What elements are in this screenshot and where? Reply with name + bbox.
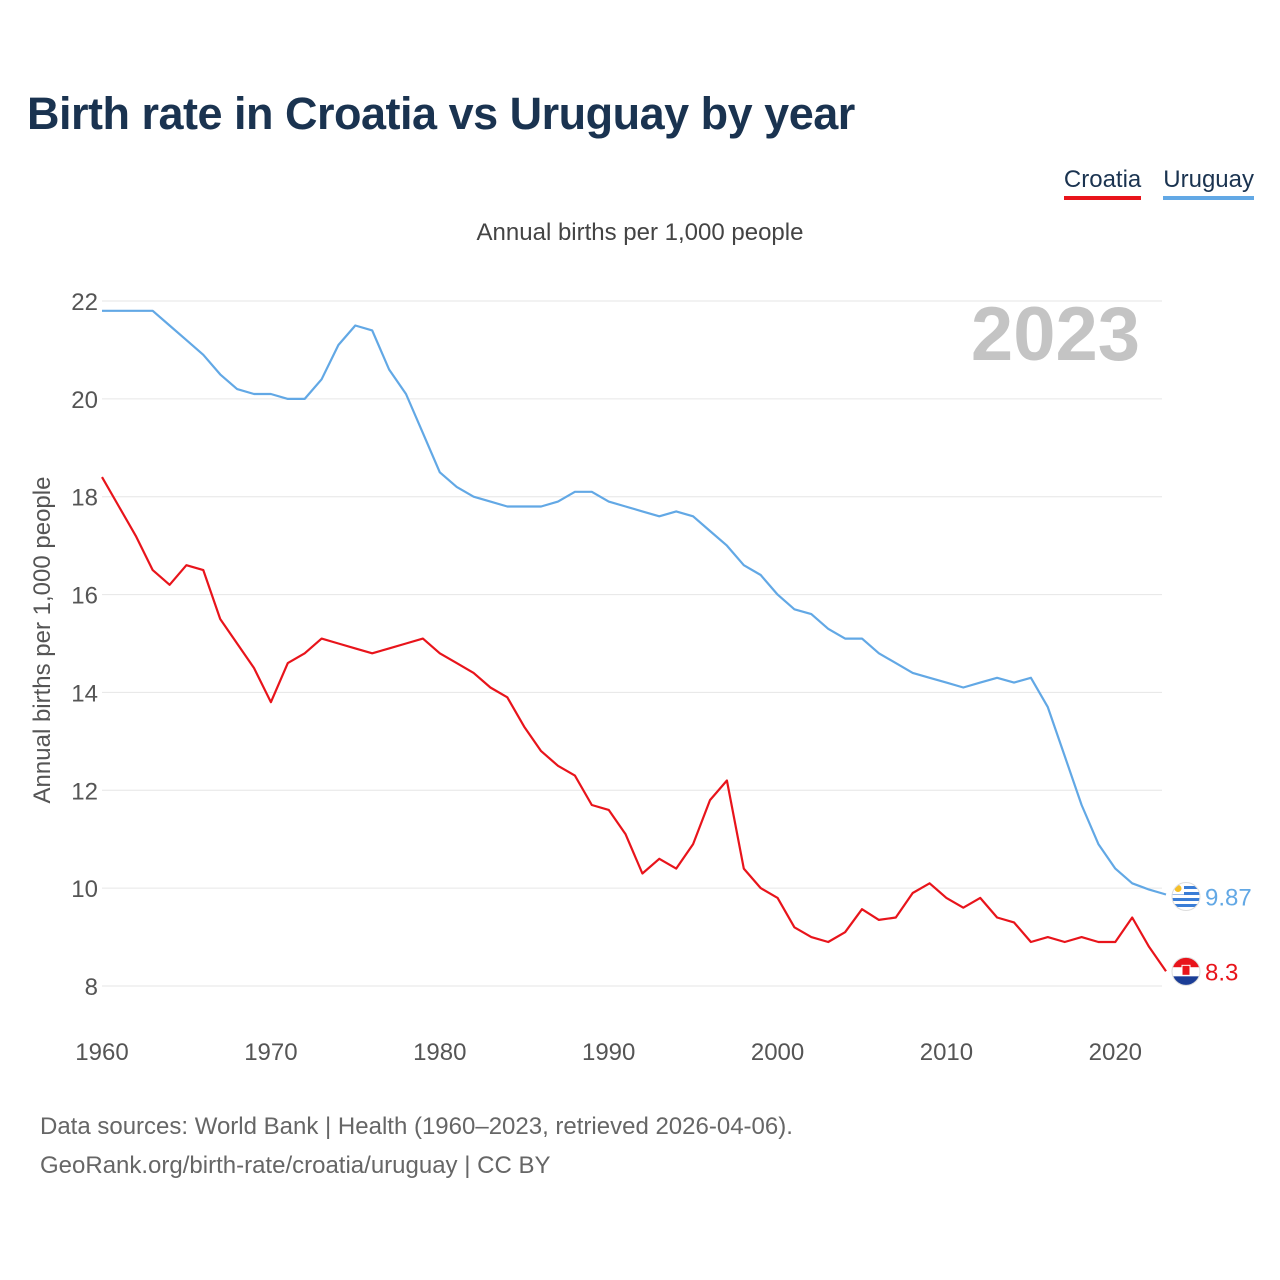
legend-label-uruguay: Uruguay [1163, 166, 1254, 193]
legend-item-uruguay[interactable]: Uruguay [1163, 166, 1254, 200]
end-label-croatia: 8.3 [1205, 959, 1238, 986]
y-tick-label: 18 [71, 485, 98, 512]
flag-icon-uruguay [1171, 882, 1201, 912]
legend-item-croatia[interactable]: Croatia [1063, 166, 1142, 200]
source-note: Data sources: World Bank | Health (1960–… [40, 1107, 793, 1185]
y-tick-label: 16 [71, 583, 98, 610]
source-line-2: GeoRank.org/birth-rate/croatia/uruguay |… [40, 1152, 551, 1179]
chart-subtitle: Annual births per 1,000 people [477, 219, 804, 246]
legend: Croatia Uruguay [1063, 166, 1254, 200]
source-line-1: Data sources: World Bank | Health (1960–… [40, 1113, 793, 1140]
y-tick-label: 14 [71, 680, 98, 707]
x-tick-label: 1960 [75, 1039, 128, 1066]
legend-swatch-uruguay [1163, 196, 1254, 200]
x-tick-label: 2020 [1089, 1039, 1142, 1066]
x-tick-label: 2000 [751, 1039, 804, 1066]
y-tick-label: 10 [71, 876, 98, 903]
legend-swatch-croatia [1063, 196, 1142, 200]
series-line-croatia[interactable] [101, 476, 1167, 972]
y-axis-label: Annual births per 1,000 people [29, 477, 56, 804]
year-watermark: 2023 [971, 292, 1140, 377]
x-tick-label: 2010 [920, 1039, 973, 1066]
legend-label-croatia: Croatia [1063, 166, 1142, 193]
y-tick-label: 20 [71, 387, 98, 414]
y-tick-label: 22 [71, 289, 98, 316]
series-line-uruguay[interactable] [102, 309, 1167, 896]
y-tick-label: 12 [71, 778, 98, 805]
x-tick-label: 1970 [244, 1039, 297, 1066]
x-tick-label: 1980 [413, 1039, 466, 1066]
end-label-uruguay: 9.87 [1205, 885, 1252, 912]
x-tick-label: 1990 [582, 1039, 635, 1066]
y-tick-label: 8 [85, 974, 98, 1001]
flag-icon-croatia [1171, 956, 1201, 986]
chart-title: Birth rate in Croatia vs Uruguay by year [27, 88, 855, 139]
